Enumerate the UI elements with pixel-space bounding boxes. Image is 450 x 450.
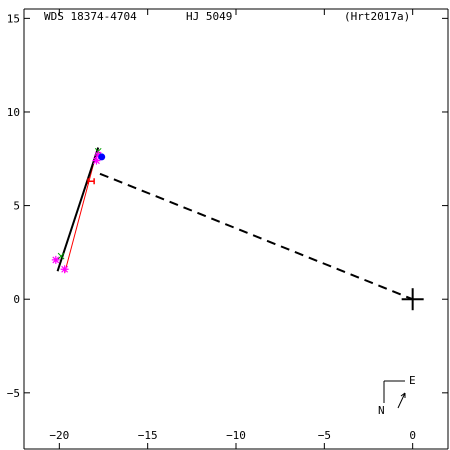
x-tick-label: −10 xyxy=(226,429,246,442)
magenta-star-point xyxy=(92,156,101,165)
blue-current-point xyxy=(98,153,106,161)
red-residual-line xyxy=(64,153,97,274)
motion-arrow-icon xyxy=(397,392,406,409)
compass-north-label: N xyxy=(378,404,385,417)
x-tick-label: 0 xyxy=(409,429,416,442)
compass-east-label: E xyxy=(409,374,416,387)
magenta-star-point xyxy=(51,255,60,264)
y-tick-label: 15 xyxy=(7,12,20,25)
compass: N E xyxy=(378,374,416,417)
magenta-star-point xyxy=(94,151,103,160)
header-right-label: (Hrt2017a) xyxy=(344,10,410,23)
magenta-star-point xyxy=(60,265,69,274)
green-observation-point-b xyxy=(57,252,65,260)
y-tick-label: 0 xyxy=(13,293,20,306)
header-center-label: HJ 5049 xyxy=(186,10,232,23)
x-axis-ticks: −20 −15 −10 −5 0 xyxy=(49,9,416,449)
primary-link-line xyxy=(99,172,414,301)
y-tick-label: 5 xyxy=(13,200,20,213)
chart-marks xyxy=(51,147,424,311)
x-tick-label: −15 xyxy=(138,429,158,442)
y-axis-ticks: 15 10 5 0 −5 xyxy=(7,12,448,400)
header-left-label: WDS 18374-4704 xyxy=(44,10,137,23)
y-tick-label: 10 xyxy=(7,106,20,119)
x-tick-label: −5 xyxy=(318,429,331,442)
y-tick-label: −5 xyxy=(7,387,20,400)
orbit-fit-line xyxy=(56,147,100,272)
x-tick-label: −20 xyxy=(49,429,69,442)
red-marker-point xyxy=(87,178,95,185)
